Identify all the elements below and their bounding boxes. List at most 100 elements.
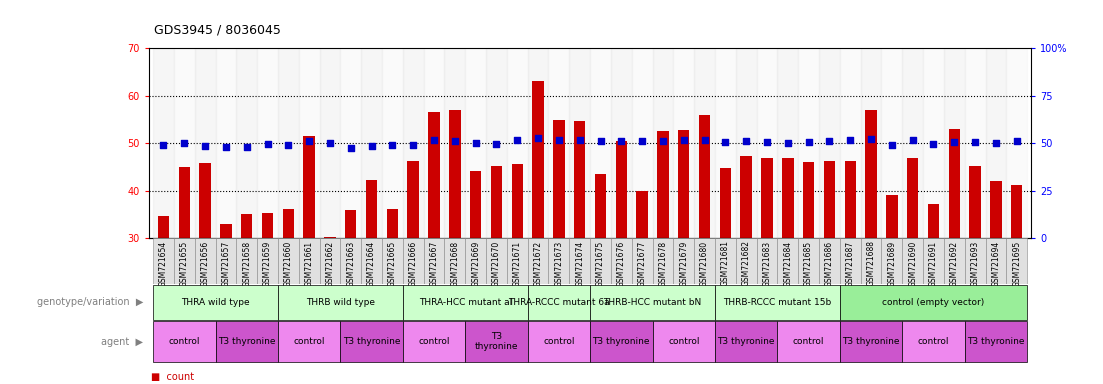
Bar	[590, 48, 611, 238]
Bar	[632, 48, 653, 238]
Bar	[715, 285, 839, 320]
Bar	[278, 321, 341, 362]
Point	[384, 142, 401, 148]
Text: GSM721692: GSM721692	[950, 240, 959, 286]
Bar	[820, 48, 839, 238]
Bar	[153, 285, 278, 320]
Bar	[195, 48, 215, 238]
Text: GSM721668: GSM721668	[450, 240, 459, 286]
Point	[924, 141, 942, 147]
Bar	[240, 214, 253, 238]
Text: GDS3945 / 8036045: GDS3945 / 8036045	[154, 23, 281, 36]
Bar	[153, 238, 174, 284]
Bar	[636, 190, 647, 238]
Point	[405, 142, 422, 148]
Bar	[1011, 185, 1022, 238]
Bar	[382, 238, 403, 284]
Point	[675, 137, 693, 143]
Bar	[866, 110, 877, 238]
Point	[300, 138, 318, 144]
Bar	[845, 161, 856, 238]
Bar	[985, 238, 1006, 284]
Text: control: control	[668, 337, 699, 346]
Bar	[548, 48, 569, 238]
Bar	[860, 238, 881, 284]
Bar	[715, 238, 736, 284]
Bar	[902, 238, 923, 284]
Bar	[799, 238, 820, 284]
Bar	[341, 321, 403, 362]
Text: GSM721677: GSM721677	[638, 240, 646, 286]
Point	[488, 141, 505, 147]
Text: GSM721683: GSM721683	[762, 240, 771, 286]
Text: control: control	[293, 337, 325, 346]
Bar	[736, 238, 757, 284]
Text: GSM721687: GSM721687	[846, 240, 855, 286]
Bar	[694, 48, 715, 238]
Bar	[403, 321, 465, 362]
Bar	[527, 321, 590, 362]
Bar	[236, 48, 257, 238]
Bar	[611, 48, 632, 238]
Text: GSM721675: GSM721675	[596, 240, 606, 286]
Text: GSM721656: GSM721656	[201, 240, 210, 286]
Text: GSM721662: GSM721662	[325, 240, 334, 286]
Text: GSM721695: GSM721695	[1013, 240, 1021, 286]
Bar	[179, 167, 190, 238]
Bar	[944, 238, 965, 284]
Bar	[403, 48, 424, 238]
Bar	[527, 48, 548, 238]
Bar	[215, 48, 236, 238]
Bar	[236, 238, 257, 284]
Bar	[445, 48, 465, 238]
Text: GSM721678: GSM721678	[658, 240, 667, 286]
Bar	[839, 285, 1027, 320]
Bar	[403, 285, 527, 320]
Bar	[486, 48, 507, 238]
Point	[175, 140, 193, 146]
Bar	[278, 285, 403, 320]
Text: genotype/variation  ▶: genotype/variation ▶	[38, 297, 143, 308]
Text: GSM721671: GSM721671	[513, 240, 522, 286]
Point	[425, 137, 442, 143]
Bar	[839, 321, 902, 362]
Bar	[949, 129, 960, 238]
Bar	[387, 209, 398, 238]
Bar	[569, 48, 590, 238]
Bar	[366, 180, 377, 238]
Point	[821, 138, 838, 144]
Text: GSM721681: GSM721681	[721, 240, 730, 286]
Point	[279, 142, 297, 148]
Text: ■  count: ■ count	[151, 372, 194, 382]
Text: GSM721685: GSM721685	[804, 240, 813, 286]
Bar	[470, 170, 481, 238]
Text: GSM721664: GSM721664	[367, 240, 376, 286]
Bar	[611, 238, 632, 284]
Text: GSM721661: GSM721661	[304, 240, 313, 286]
Bar	[303, 136, 314, 238]
Bar	[158, 216, 169, 238]
Bar	[548, 238, 569, 284]
Text: GSM721673: GSM721673	[555, 240, 564, 286]
Bar	[449, 110, 461, 238]
Text: GSM721682: GSM721682	[741, 240, 751, 286]
Point	[321, 140, 339, 146]
Text: GSM721693: GSM721693	[971, 240, 979, 286]
Point	[903, 137, 921, 143]
Bar	[215, 321, 278, 362]
Bar	[282, 209, 295, 238]
Bar	[407, 161, 419, 238]
Point	[612, 138, 630, 144]
Bar	[428, 112, 440, 238]
Bar	[486, 238, 507, 284]
Bar	[341, 238, 361, 284]
Bar	[719, 168, 731, 238]
Bar	[970, 166, 981, 238]
Point	[863, 136, 880, 142]
Text: GSM721660: GSM721660	[283, 240, 292, 286]
Bar	[778, 321, 839, 362]
Text: control: control	[418, 337, 450, 346]
Point	[196, 143, 214, 149]
Point	[363, 143, 381, 149]
Text: GSM721663: GSM721663	[346, 240, 355, 286]
